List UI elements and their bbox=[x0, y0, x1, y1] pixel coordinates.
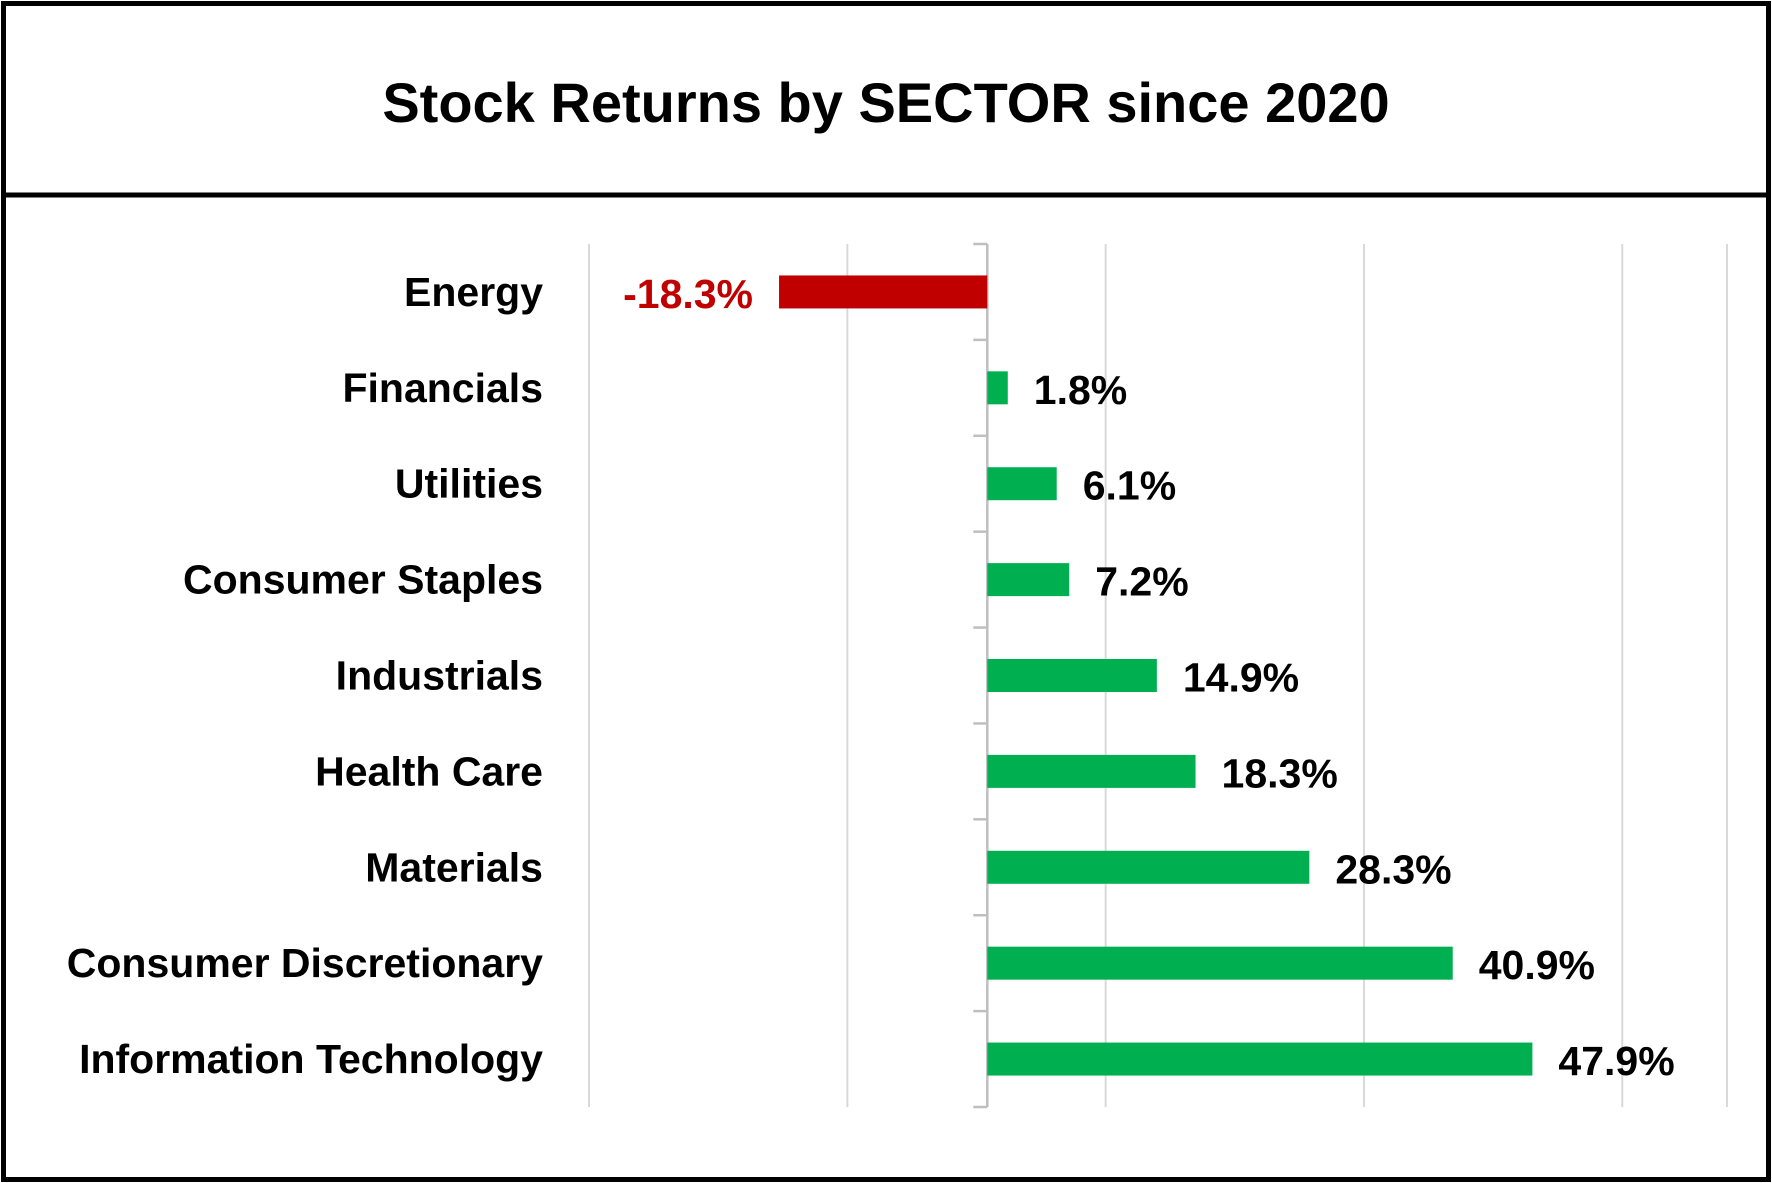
bar-industrials bbox=[987, 659, 1157, 692]
data-label: 6.1% bbox=[1083, 463, 1176, 509]
data-label: 28.3% bbox=[1335, 846, 1451, 892]
bar-energy bbox=[779, 275, 988, 309]
data-label: 40.9% bbox=[1479, 942, 1595, 988]
category-label: Energy bbox=[404, 269, 543, 315]
bar-information-technology bbox=[987, 1042, 1533, 1076]
category-label: Industrials bbox=[336, 653, 543, 699]
bar-materials bbox=[987, 850, 1310, 884]
data-label: 14.9% bbox=[1183, 655, 1299, 701]
bar-health-care bbox=[987, 754, 1196, 788]
category-label: Health Care bbox=[315, 748, 543, 794]
category-label: Materials bbox=[365, 844, 543, 890]
category-label: Utilities bbox=[395, 461, 543, 507]
data-label: 7.2% bbox=[1095, 559, 1188, 605]
data-label: 47.9% bbox=[1558, 1038, 1674, 1084]
data-label: -18.3% bbox=[623, 271, 753, 317]
category-label: Information Technology bbox=[79, 1036, 543, 1082]
category-label: Financials bbox=[342, 365, 543, 411]
bar-layer bbox=[779, 275, 1533, 1076]
bar-utilities bbox=[987, 467, 1057, 501]
data-label: 18.3% bbox=[1222, 750, 1338, 796]
chart-title: Stock Returns by SECTOR since 2020 bbox=[382, 71, 1389, 134]
category-label: Consumer Staples bbox=[183, 557, 543, 603]
label-layer: Energy -18.3% Financials 1.8% Utilities 6.1% C… bbox=[67, 269, 1675, 1084]
bar-financials bbox=[987, 371, 1008, 405]
data-label: 1.8% bbox=[1034, 367, 1127, 413]
category-label: Consumer Discretionary bbox=[67, 940, 543, 986]
bar-consumer-discretionary bbox=[987, 946, 1453, 980]
bar-consumer-staples bbox=[987, 563, 1070, 597]
